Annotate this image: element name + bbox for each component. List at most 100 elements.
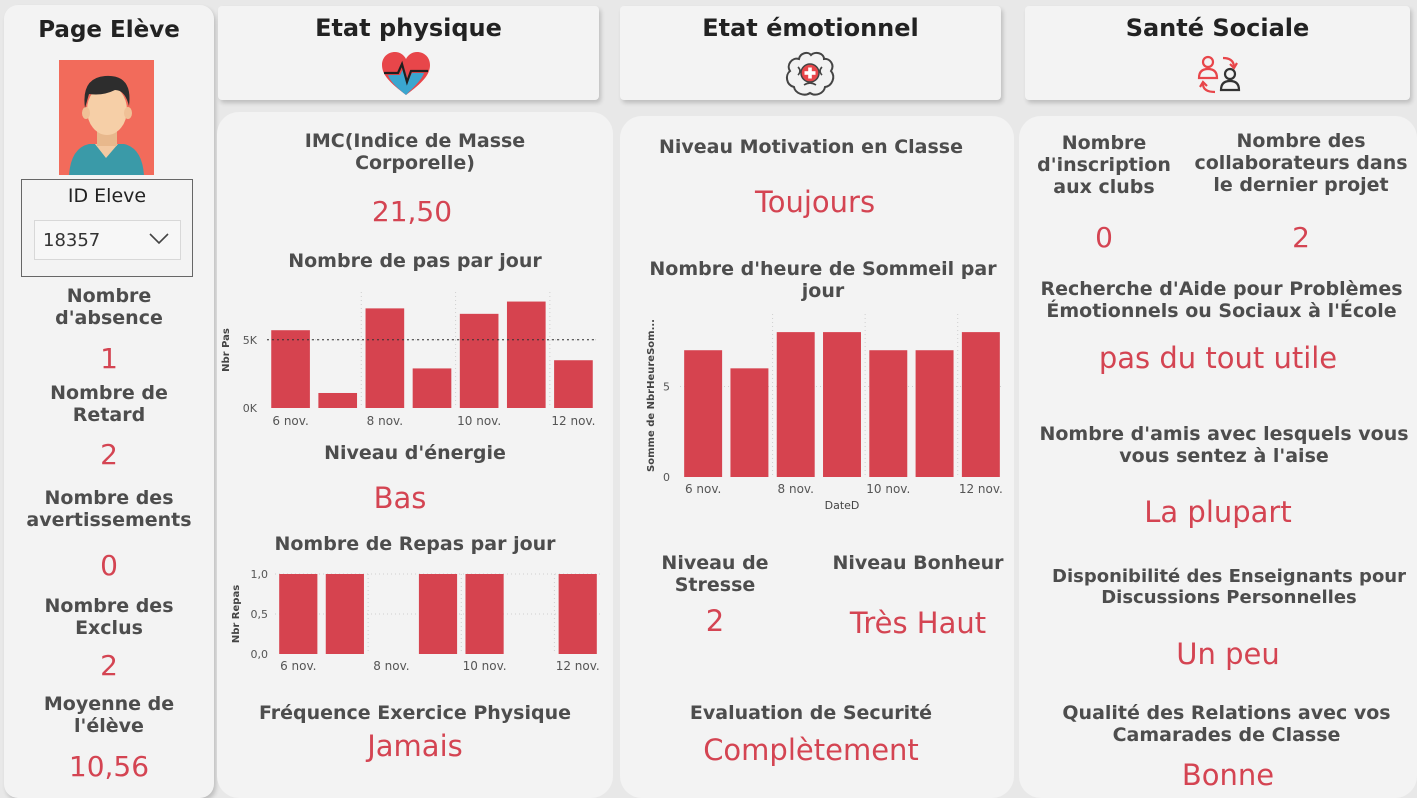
x-tick-label: 12 nov. [556, 659, 600, 673]
energie-value: Bas [373, 481, 427, 515]
exercice-label: Fréquence Exercice Physique [258, 702, 572, 724]
retard-label: Nombre de Retard [50, 382, 168, 427]
chart-bar [365, 308, 405, 408]
retard-value: 2 [100, 438, 118, 471]
x-tick-label: 6 nov. [272, 414, 308, 428]
x-tick-label: 10 nov. [457, 414, 501, 428]
student-id-value: 18357 [43, 230, 101, 251]
bonheur-value: Très Haut [849, 606, 987, 640]
moyenne-label: Moyenne de l'élève [43, 693, 175, 738]
chart-bar [418, 574, 458, 654]
repas-chart: 0,0 0,5 1,0 6 nov. 8 nov. 10 nov. 12 nov. Nbr R… [231, 568, 601, 673]
moyenne-value: 10,56 [68, 750, 150, 783]
aide-label: Recherche d'Aide pour Problèmes Émotionn… [1040, 278, 1403, 323]
x-tick-label: 6 nov. [280, 659, 316, 673]
steps-chart: 0K 5K 6 nov. 8 nov. 10 nov. 12 nov. Nbr Pas [221, 292, 597, 428]
imc-label: IMC(Indice de Masse Corporelle) [304, 130, 526, 175]
chart-bar [279, 574, 318, 654]
absence-value: 1 [100, 342, 118, 375]
sidebar-title: Page Elève [38, 17, 180, 43]
header-social-title: Santé Sociale [1125, 14, 1310, 42]
absence-label: Nombre d'absence [55, 285, 163, 330]
collab-label: Nombre des collaborateurs dans le dernie… [1194, 130, 1408, 197]
chart-bar [506, 301, 546, 408]
y-tick-label: 0 [663, 471, 670, 484]
chart-bar [459, 313, 499, 408]
x-tick-label: 12 nov. [551, 414, 595, 428]
chart-bar [823, 332, 861, 477]
header-physique-title: Etat physique [315, 14, 502, 42]
emotionnel-panel: Niveau Motivation en Classe Toujours Nom… [620, 116, 1014, 798]
clubs-label: Nombre d'inscription aux clubs [1037, 132, 1171, 199]
x-tick-label: 8 nov. [373, 659, 409, 673]
repas-chart-title: Nombre de Repas par jour [274, 533, 556, 555]
sleep-chart-title: Nombre d'heure de Sommeil par jour [649, 258, 997, 303]
clubs-value: 0 [1095, 221, 1113, 254]
amis-label: Nombre d'amis avec lesquels vous vous se… [1039, 423, 1409, 468]
brain-icon [784, 51, 836, 103]
student-sidebar: Page Elève ID Eleve 18357 Nombre d'absen… [4, 5, 214, 798]
chart-bar [869, 350, 908, 477]
exclus-label: Nombre des Exclus [44, 595, 174, 640]
motivation-label: Niveau Motivation en Classe [658, 136, 963, 158]
social-panel: Nombre d'inscription aux clubs 0 Nombre … [1019, 116, 1417, 798]
motivation-value: Toujours [754, 185, 876, 219]
chart-bar [271, 330, 310, 408]
people-exchange-icon [1197, 54, 1241, 100]
y-tick-label: 1,0 [251, 568, 269, 581]
chart-bar [684, 350, 723, 477]
chart-bar [318, 392, 358, 408]
stress-value: 2 [705, 604, 725, 638]
securite-label: Evaluation de Securité [689, 702, 933, 724]
dispo-value: Un peu [1176, 637, 1280, 671]
heart-pulse-icon [380, 51, 432, 101]
student-avatar-icon [59, 60, 154, 175]
chart-bar [325, 574, 364, 654]
x-tick-label: 10 nov. [463, 659, 507, 673]
x-tick-label: 12 nov. [959, 482, 1003, 496]
bonheur-label: Niveau Bonheur [832, 552, 1004, 574]
header-social: Santé Sociale [1025, 6, 1410, 100]
chart-bar [915, 350, 954, 477]
physique-panel: IMC(Indice de Masse Corporelle) 21,50 No… [217, 112, 613, 798]
chevron-down-icon [148, 231, 170, 250]
sleep-chart: 0 5 6 nov. 8 nov. 10 nov. 12 nov. Somme de Nbr… [646, 314, 1004, 512]
y-tick-label: 0K [243, 402, 258, 415]
student-id-slicer: ID Eleve 18357 [21, 179, 193, 277]
x-tick-label: 8 nov. [778, 482, 814, 496]
stress-label: Niveau de Stresse [661, 552, 769, 597]
header-physique: Etat physique [218, 6, 599, 100]
exercice-value: Jamais [367, 729, 463, 763]
chart-bar [776, 332, 815, 477]
y-axis-label: Nbr Repas [231, 585, 242, 643]
chart-bar [730, 368, 769, 477]
y-tick-label: 0,0 [251, 648, 269, 661]
energie-label: Niveau d'énergie [324, 442, 506, 464]
securite-value: Complètement [703, 733, 919, 767]
collab-value: 2 [1292, 221, 1310, 254]
x-tick-label: 8 nov. [367, 414, 403, 428]
chart-bar [961, 332, 1000, 477]
chart-bar [412, 368, 452, 408]
chart-bar [465, 574, 504, 654]
imc-value: 21,50 [371, 195, 453, 228]
x-tick-label: 10 nov. [866, 482, 910, 496]
x-axis-label: DateD [825, 499, 860, 512]
exclus-value: 2 [100, 649, 118, 682]
avertissements-value: 0 [100, 549, 118, 582]
header-emotionnel: Etat émotionnel [620, 6, 1001, 100]
header-emotionnel-title: Etat émotionnel [702, 14, 919, 42]
qualite-label: Qualité des Relations avec vos Camarades… [1062, 702, 1391, 747]
avertissements-label: Nombre des avertissements [26, 487, 192, 532]
y-tick-label: 5 [663, 380, 670, 393]
dispo-label: Disponibilité des Enseignants pour Discu… [1052, 566, 1406, 609]
student-id-label: ID Eleve [67, 185, 147, 207]
y-axis-label: Somme de NbrHeureSom... [646, 319, 657, 472]
chart-bar [554, 360, 593, 408]
x-tick-label: 6 nov. [685, 482, 721, 496]
y-tick-label: 0,5 [251, 608, 269, 621]
y-axis-label: Nbr Pas [221, 328, 232, 372]
aide-value: pas du tout utile [1098, 341, 1338, 375]
y-tick-label: 5K [243, 334, 258, 347]
student-id-dropdown[interactable]: 18357 [34, 220, 181, 260]
